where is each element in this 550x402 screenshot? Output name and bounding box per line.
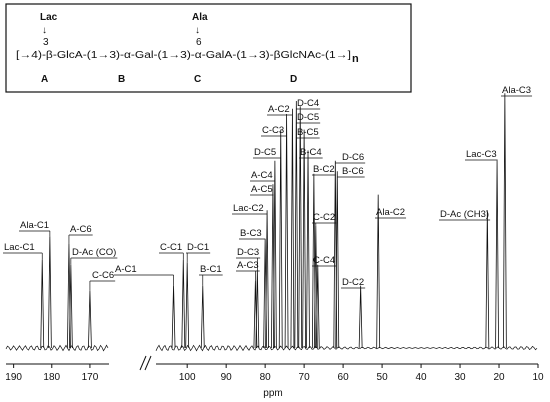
peak	[255, 269, 260, 349]
formula: [→4)-β-GlcA-(1→3)-α-Gal-(1→3)-α-GalA-(1→…	[16, 50, 351, 61]
peak-label: B-C4	[300, 147, 322, 158]
axis-break	[139, 355, 147, 371]
peak-label: C-C3	[262, 125, 284, 136]
substituent: Lac	[40, 12, 58, 23]
peak	[278, 129, 283, 349]
x-axis-label: ppm	[263, 388, 282, 399]
position: 6	[196, 37, 202, 48]
peak-label: A-C4	[251, 170, 273, 181]
peak-label: Lac-C1	[4, 242, 35, 253]
peak-label: Lac-C2	[233, 203, 264, 214]
peak	[88, 290, 92, 349]
peak-label: D-C5	[297, 112, 319, 123]
peak	[284, 113, 289, 349]
peak	[272, 160, 277, 349]
x-tick-label: 60	[338, 372, 350, 383]
peak-label: D-C1	[187, 242, 209, 253]
arrow: ↓	[42, 25, 47, 36]
box	[5, 3, 412, 93]
peak	[265, 210, 269, 349]
peak	[502, 93, 507, 349]
peak-label: A-C6	[70, 224, 92, 235]
peak	[335, 171, 340, 349]
peak-label: B-C5	[297, 127, 319, 138]
peak-label: Ala-C2	[376, 207, 405, 218]
peak	[290, 108, 295, 349]
axis-break	[144, 355, 152, 371]
peak	[171, 285, 176, 349]
residue: A	[41, 74, 48, 85]
residue: C	[194, 74, 201, 85]
peak	[376, 194, 381, 349]
peak-label: B-C6	[342, 166, 364, 177]
peak	[185, 262, 190, 349]
x-tick-label: 80	[260, 372, 272, 383]
peak-label: B-C2	[313, 164, 335, 175]
peak	[306, 150, 310, 349]
peak-label: D-C5	[254, 147, 276, 158]
peak	[315, 264, 320, 349]
peak	[200, 285, 205, 349]
x-tick-label: 90	[221, 372, 233, 383]
substituent: Ala	[192, 12, 208, 23]
peak-label: C-C6	[92, 270, 114, 281]
x-tick-label: 30	[454, 372, 466, 383]
x-tick-label: 180	[43, 372, 60, 383]
peak-label: A-C1	[115, 264, 137, 275]
peak-label: Ala-C1	[20, 220, 49, 231]
peak	[358, 285, 363, 349]
baseline-noise	[155, 344, 538, 352]
arrow: ↓	[195, 25, 200, 36]
x-tick-label: 40	[415, 372, 427, 383]
peak-label: C-C4	[313, 255, 335, 266]
peak	[495, 160, 499, 349]
peak-label: D-Ac (CO)	[72, 247, 116, 258]
peak-label: Lac-C3	[466, 149, 497, 160]
x-tick-label: 170	[82, 372, 99, 383]
structure-box: Lac ↓ 3 Ala ↓ 6 [→4)-β-GlcA-(1→3)-α-Gal-…	[5, 3, 412, 93]
peak-label: D-Ac (CH3)	[440, 209, 489, 220]
peak-label: B-C3	[240, 228, 262, 239]
subscript: n	[352, 53, 359, 65]
peak	[181, 259, 186, 349]
peak-label: C-C1	[160, 242, 182, 253]
x-tick-label: 50	[377, 372, 389, 383]
residue: D	[290, 74, 297, 85]
peak-label: D-C4	[297, 98, 319, 109]
x-tick-label: 190	[5, 372, 22, 383]
x-tick-label: 10	[532, 372, 544, 383]
peak	[298, 106, 303, 349]
x-tick-label: 70	[299, 372, 311, 383]
peak-label: C-C2	[313, 212, 335, 223]
peak-label: D-C2	[342, 277, 364, 288]
peak	[294, 100, 299, 349]
peak	[47, 236, 52, 349]
peak-label: B-C1	[200, 264, 222, 275]
peak	[40, 259, 45, 349]
peak-label: A-C2	[268, 104, 290, 115]
x-tick-label: 20	[493, 372, 505, 383]
peak-label: D-C3	[237, 247, 259, 258]
peak-label: Ala-C3	[502, 85, 531, 96]
peak	[302, 129, 307, 349]
x-tick-label: 100	[179, 372, 196, 383]
baseline-noise	[5, 344, 109, 352]
position: 3	[43, 37, 49, 48]
peak-label: D-C6	[342, 152, 364, 163]
residue: B	[118, 74, 125, 85]
peak-label: A-C5	[251, 184, 273, 195]
peak-label: A-C3	[237, 260, 259, 271]
peak	[485, 210, 490, 349]
